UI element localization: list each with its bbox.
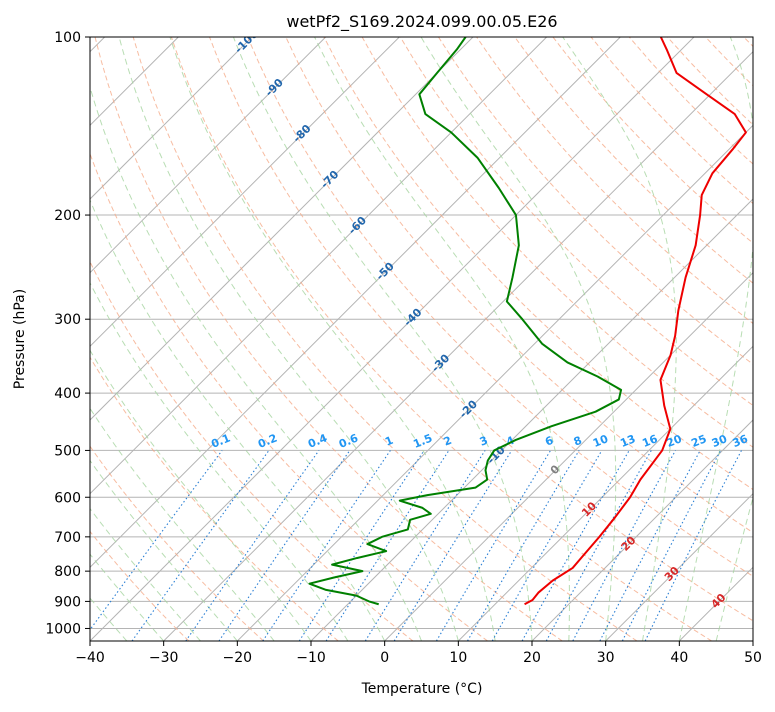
- y-tick-label: 800: [54, 564, 81, 580]
- x-tick-label: −30: [149, 650, 179, 666]
- x-tick-label: 20: [523, 650, 541, 666]
- x-tick-label: 50: [744, 650, 762, 666]
- y-tick-label: 700: [54, 530, 81, 546]
- y-tick-label: 600: [54, 490, 81, 506]
- x-tick-label: 40: [670, 650, 688, 666]
- y-tick-label: 100: [54, 30, 81, 46]
- chart-title: wetPf2_S169.2024.099.00.05.E26: [286, 12, 557, 32]
- y-tick-label: 400: [54, 386, 81, 402]
- x-tick-label: 30: [597, 650, 615, 666]
- x-tick-label: −20: [223, 650, 253, 666]
- x-tick-label: −40: [75, 650, 105, 666]
- y-tick-label: 900: [54, 594, 81, 610]
- x-tick-label: −10: [296, 650, 326, 666]
- y-tick-label: 200: [54, 208, 81, 224]
- y-tick-label: 1000: [45, 621, 81, 637]
- y-tick-label: 500: [54, 443, 81, 459]
- x-axis-label: Temperature (°C): [361, 681, 483, 697]
- y-tick-label: 300: [54, 312, 81, 328]
- y-axis-label: Pressure (hPa): [12, 289, 28, 389]
- x-tick-label: 10: [449, 650, 467, 666]
- x-tick-label: 0: [380, 650, 389, 666]
